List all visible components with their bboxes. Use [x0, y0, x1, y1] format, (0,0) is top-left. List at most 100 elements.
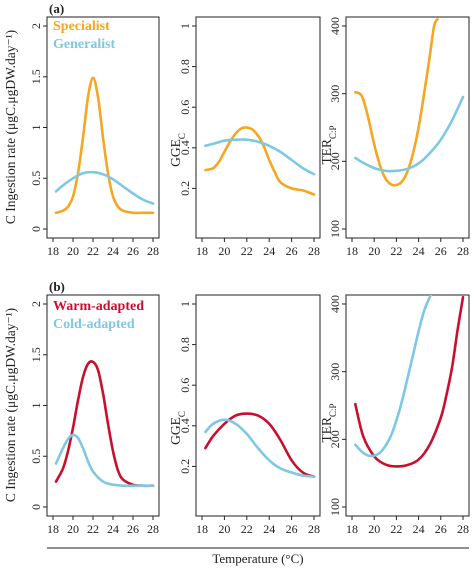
panel-a-ter-ytick-label: 100	[328, 220, 342, 238]
panel-b-gge-chart: 18 20 22 24 26 28 0.2 0.4 0.6 0.8 1	[178, 301, 320, 536]
ter-ylabel-a-main: TER	[319, 139, 334, 165]
panel-b-gge-ytick-label: 0.2	[178, 459, 192, 474]
panel-b-ingestion-ytick-label: 2	[29, 301, 43, 307]
ingestion-ylabel-a: C Ingestion rate (μgC.μgDW.day⁻¹)	[3, 30, 18, 224]
legend-warm-adapted: Warm-adapted	[53, 299, 144, 314]
panel-b-ingestion-ytick-label: 0.5	[29, 449, 43, 464]
panel-a-ingestion-ytick-label: 0	[29, 226, 43, 232]
panel-b-ingestion-curves	[54, 360, 155, 488]
panel-a-gge-xtick-label: 20	[218, 244, 230, 258]
panel-b-ter-xtick-label: 22	[390, 522, 402, 536]
gge-ylabel-a: GGEC	[168, 133, 187, 167]
panel-a-ter-chart: 18 20 22 24 26 28 100 200 300 400	[328, 17, 469, 258]
ter-ylabel-b: TERC:P	[319, 403, 338, 442]
panel-a-gge-ytick-label: 0.4	[178, 140, 192, 155]
panel-a-gge-ytick-label: 0.8	[178, 59, 192, 74]
panel-a-ter-xtick-label: 28	[457, 244, 469, 258]
panel-b-gge-ytick-label: 0.6	[178, 378, 192, 393]
panel-a-ter-line-generalist	[354, 95, 465, 173]
ter-ylabel-b-main: TER	[319, 417, 334, 443]
panel-a-ingestion-xtick-label: 28	[147, 244, 159, 258]
panel-b-ingestion-line-warm-adapted	[54, 360, 155, 488]
panel-a-ingestion-ytick-label: 2	[29, 23, 43, 29]
panel-a-ingestion-xtick-label: 18	[47, 244, 59, 258]
panel-b-gge-xtick-label: 24	[263, 522, 275, 536]
panel-a-ter-ytick-label: 400	[328, 17, 342, 35]
panel-a-ter-xtick-label: 18	[346, 244, 358, 258]
panel-b-ingestion-ytick-label: 1	[29, 403, 43, 409]
panel-b-ter-xtick-label: 20	[368, 522, 380, 536]
legend-generalist: Generalist	[53, 37, 116, 52]
panel-b-ter-line-cold-adapted	[354, 295, 433, 458]
ter-ylabel-a: TERC:P	[319, 125, 338, 164]
panel-a-ingestion-curves	[54, 76, 155, 215]
panel-b-gge-ytick-label: 0.8	[178, 337, 192, 352]
panel-b-gge-xtick-label: 26	[286, 522, 298, 536]
panel-a-ter-curves	[354, 17, 465, 187]
gge-ylabel-b-main: GGE	[168, 417, 183, 445]
panel-a-ingestion-line-generalist	[54, 170, 155, 205]
panel-a-gge-xtick-label: 18	[196, 244, 208, 258]
panel-a-gge-xtick-label: 26	[286, 244, 298, 258]
panel-b-ter-xtick-label: 28	[457, 522, 469, 536]
panel-b-gge-xtick-label: 18	[196, 522, 208, 536]
panel-b-gge-xtick-label: 28	[308, 522, 320, 536]
panel-b-ingestion-ytick-label: 0	[29, 504, 43, 510]
panel-b-gge-frame	[195, 294, 321, 517]
panel-b-ter-xtick-label: 26	[435, 522, 447, 536]
panel-b-gge-xtick-label: 20	[218, 522, 230, 536]
panel-a-ingestion-ytick-label: 1.5	[29, 69, 43, 84]
panel-a-ter-frame	[345, 16, 470, 239]
x-axis-title: Temperature (°C)	[212, 551, 303, 566]
ter-ylabel-a-sub: C:P	[328, 125, 338, 139]
panel-a-gge-line-generalist	[204, 138, 316, 176]
panel-label-a: (a)	[49, 1, 64, 16]
panel-a-gge-xtick-label: 28	[308, 244, 320, 258]
panel-a-ter-xtick-label: 20	[368, 244, 380, 258]
panel-a-gge-frame	[195, 16, 321, 239]
gge-ylabel-b: GGEC	[168, 411, 187, 445]
panel-b-gge-xtick-label: 22	[241, 522, 253, 536]
panel-b-ingestion-xtick-label: 26	[127, 522, 139, 536]
panel-b-ingestion-xtick-label: 24	[107, 522, 119, 536]
panel-b-ter-frame	[345, 294, 470, 517]
panel-a-gge-line-specialist	[204, 126, 316, 196]
gge-ylabel-a-sub: C	[177, 133, 187, 139]
panel-a-gge-ytick-label: 0.6	[178, 100, 192, 115]
panel-b-ter-xtick-label: 18	[346, 522, 358, 536]
panel-b-ter-chart: 18 20 22 24 26 28 100 200 300 400	[328, 295, 469, 536]
legend-specialist: Specialist	[53, 19, 110, 34]
panel-b-gge-ytick-label: 0.4	[178, 418, 192, 433]
panel-a-ingestion-chart: 18 20 22 24 26 28 0 0.5 1 1.5 2	[29, 23, 159, 258]
gge-ylabel-b-sub: C	[177, 411, 187, 417]
ter-ylabel-b-sub: C:P	[328, 403, 338, 417]
panel-b-ingestion-chart: 18 20 22 24 26 28 0 0.5 1 1.5 2	[29, 301, 159, 536]
panel-a-ter-xtick-label: 26	[435, 244, 447, 258]
panel-a-ter-xtick-label: 24	[413, 244, 425, 258]
legend-cold-adapted: Cold-adapted	[53, 317, 135, 332]
panel-b-ingestion-xtick-label: 22	[87, 522, 99, 536]
panel-b-ingestion-xtick-label: 20	[67, 522, 79, 536]
panel-b-ingestion-ytick-label: 1.5	[29, 347, 43, 362]
panel-a-ingestion-xtick-label: 24	[107, 244, 119, 258]
panel-b-ter-xtick-label: 24	[413, 522, 425, 536]
panel-a-ingestion-xtick-label: 20	[67, 244, 79, 258]
panel-b-ter-ytick-label: 100	[328, 498, 342, 516]
panel-a-ingestion-ytick-label: 0.5	[29, 171, 43, 186]
panel-a-ingestion-xtick-label: 22	[87, 244, 99, 258]
panel-a-gge-curves	[204, 126, 316, 196]
panel-b-ter-ytick-label: 400	[328, 295, 342, 313]
panel-b-gge-curves	[204, 412, 316, 478]
panel-a-gge-ytick-label: 1	[178, 23, 192, 29]
panel-b-ingestion-xtick-label: 28	[147, 522, 159, 536]
panel-a-ter-ytick-label: 300	[328, 85, 342, 103]
panel-a-gge-xtick-label: 24	[263, 244, 275, 258]
panel-b-ingestion-xtick-label: 18	[47, 522, 59, 536]
panel-b-gge-line-cold-adapted	[204, 418, 316, 478]
panel-b-ter-curves	[354, 295, 465, 468]
panel-b-ter-ytick-label: 300	[328, 363, 342, 381]
panel-a-ter-line-specialist	[354, 17, 439, 187]
panel-a-gge-chart: 18 20 22 24 26 28 0.2 0.4 0.6 0.8 1	[178, 23, 320, 258]
panel-a-ter-ytick-label: 200	[328, 152, 342, 170]
